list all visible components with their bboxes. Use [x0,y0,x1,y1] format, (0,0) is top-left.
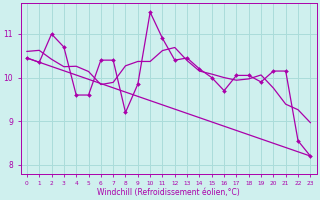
X-axis label: Windchill (Refroidissement éolien,°C): Windchill (Refroidissement éolien,°C) [97,188,240,197]
